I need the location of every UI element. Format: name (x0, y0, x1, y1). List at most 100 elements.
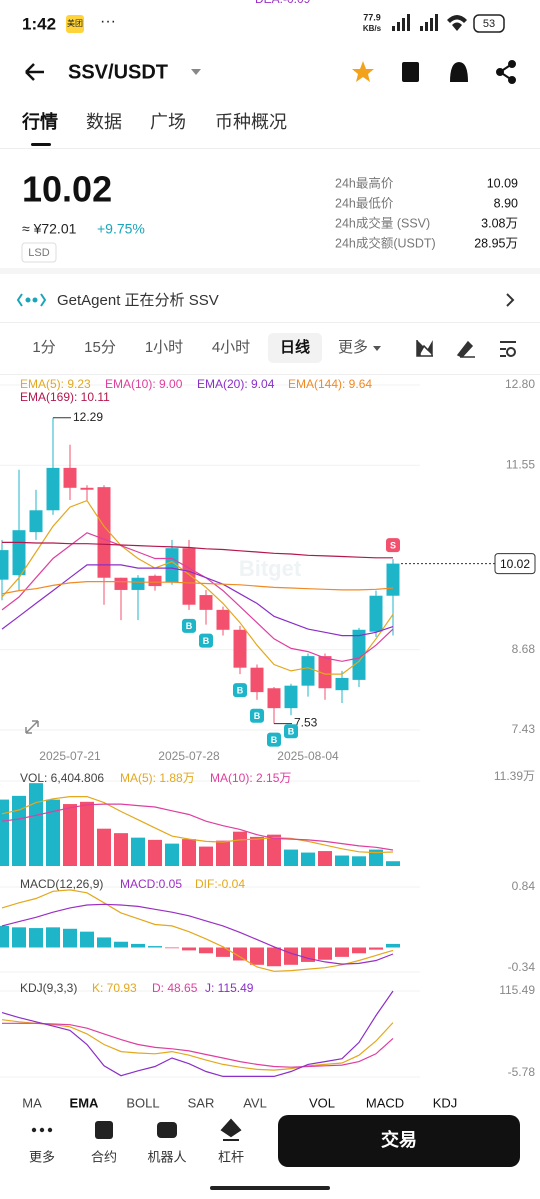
nav-icon[interactable] (31, 1127, 53, 1133)
line-series (1, 532, 394, 662)
legend-entry: MA(5): 1.88万 (120, 771, 195, 785)
last-price-box (494, 553, 536, 575)
signal-badge (182, 618, 196, 633)
bar (12, 927, 26, 948)
bar (199, 846, 213, 866)
battery-level: 53 (483, 18, 495, 30)
nav-label[interactable]: 更多 (29, 1149, 55, 1164)
pair-title[interactable]: SSV/USDT (68, 61, 168, 83)
candle-body (97, 487, 111, 578)
panel-title: KDJ(9,3,3) (20, 981, 77, 995)
legend-entry: EMA(20): 9.04 (197, 377, 275, 391)
tab[interactable]: 数据 (86, 112, 122, 132)
agent-text[interactable]: GetAgent 正在分析 SSV (57, 292, 219, 309)
timeframe[interactable]: 15分 (84, 339, 116, 356)
candle-body (0, 550, 9, 580)
legend-entry: MACD:0.05 (120, 877, 182, 891)
indicator-tab[interactable]: MACD (366, 1095, 404, 1110)
line-series (1, 903, 394, 965)
signal-badge (284, 724, 298, 739)
signal-badge (233, 683, 247, 698)
app-badge-bg (66, 15, 84, 33)
legend-entry: DIF:-0.04 (195, 877, 245, 891)
candle-body (12, 530, 26, 576)
draw-icon[interactable] (456, 340, 475, 358)
nav-icon[interactable] (220, 1118, 242, 1141)
indicator-tab[interactable]: BOLL (126, 1095, 159, 1110)
chart-type-icon[interactable] (416, 340, 433, 357)
tab[interactable]: 币种概况 (215, 112, 287, 132)
timeframe[interactable]: 1小时 (145, 339, 183, 356)
indicator-tab[interactable]: MA (22, 1095, 42, 1110)
indicator-tab[interactable]: EMA (70, 1095, 100, 1110)
favorite-star[interactable] (352, 61, 374, 82)
timeframe[interactable]: 1分 (32, 339, 55, 356)
line-series (1, 581, 394, 595)
panel-title: VOL: 6,404.806 (20, 771, 104, 785)
nav-icon[interactable] (157, 1122, 177, 1138)
settings-icon[interactable] (500, 341, 516, 357)
x-tick-label: 2025-08-04 (277, 749, 339, 763)
y-tick-label: -0.34 (508, 960, 536, 974)
bar (318, 851, 332, 866)
bar (284, 947, 298, 965)
signal-badge (250, 708, 264, 723)
timeframe[interactable]: 更多 (338, 339, 368, 356)
stat-label: 24h最低价 (335, 196, 394, 210)
back-button[interactable] (25, 63, 44, 81)
share-icon[interactable] (496, 60, 516, 84)
bar (250, 947, 264, 965)
notes-icon[interactable] (402, 62, 419, 82)
indicator-tab[interactable]: AVL (243, 1095, 267, 1110)
trade-label[interactable]: 交易 (381, 1129, 417, 1150)
tab-indicator (31, 143, 51, 146)
nav-label[interactable]: 机器人 (147, 1149, 186, 1164)
bar (301, 947, 315, 962)
alert-icon[interactable] (450, 62, 468, 82)
x-tick-label: 2025-07-28 (158, 749, 220, 763)
bar (80, 801, 94, 866)
candle-body (267, 688, 281, 709)
bar (250, 836, 264, 866)
tab[interactable]: 行情 (21, 111, 58, 132)
bar (233, 831, 247, 866)
timeframe[interactable]: 4小时 (212, 339, 250, 356)
net-unit: KB/s (363, 24, 382, 33)
trade-button[interactable] (278, 1115, 520, 1167)
high-label: 12.29 (73, 410, 103, 424)
candle-body (301, 656, 315, 686)
bar (369, 947, 383, 950)
bar (216, 947, 230, 957)
divider (0, 374, 540, 375)
chevron[interactable] (506, 293, 515, 307)
indicator-tab[interactable]: KDJ (433, 1095, 458, 1110)
signal-badge (199, 633, 213, 648)
tab[interactable]: 广场 (150, 112, 186, 132)
timeframe[interactable]: 日线 (280, 338, 310, 356)
app-badge: 美团 (67, 18, 83, 28)
more-dropdown[interactable] (373, 346, 381, 351)
legend-entry: EMA(10): 9.00 (105, 377, 183, 391)
watermark: Bitget (239, 556, 302, 581)
status-dots: ··· (100, 13, 116, 30)
candle-body (148, 575, 162, 587)
legend-entry: EMA(169): 10.11 (20, 390, 110, 404)
stats: 24h最高价 10.09 24h最低价 8.90 24h成交量 (SSV) 3.… (335, 175, 518, 250)
pair-dropdown[interactable] (191, 69, 201, 75)
bar (63, 928, 77, 948)
bar (267, 834, 281, 866)
nav-label[interactable]: 杠杆 (218, 1149, 244, 1164)
candle-body (284, 685, 298, 709)
bar (182, 839, 196, 866)
indicator-tab[interactable]: SAR (188, 1095, 215, 1110)
nav-icon[interactable] (95, 1121, 113, 1139)
settings-icon[interactable] (506, 347, 516, 357)
agent-icon (16, 293, 47, 307)
legend-entry: EMA(5): 9.23 (20, 377, 91, 391)
nav-label[interactable]: 合约 (91, 1149, 117, 1164)
signal-label: B (288, 727, 295, 737)
expand-icon[interactable] (25, 720, 39, 734)
indicator-tab[interactable]: VOL (309, 1095, 335, 1110)
